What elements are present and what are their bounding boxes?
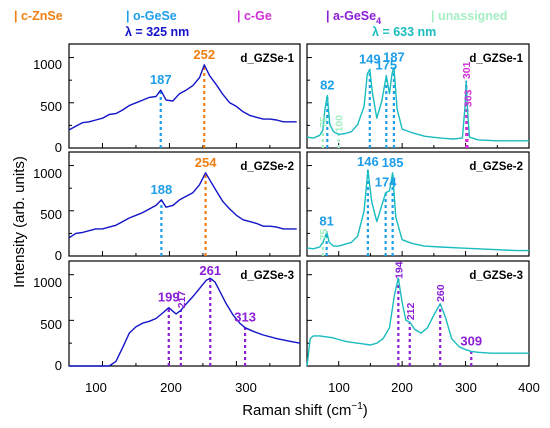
sample-label: d_GZSe-1 (240, 53, 294, 65)
y-tick-label-p3-500: 500 (40, 317, 62, 332)
x-tick-label-right-300: 300 (455, 380, 477, 395)
peak-label-81: 81 (319, 214, 333, 229)
spectrum-line-d_GZSe-3 (306, 277, 529, 367)
peak-label-174: 174 (375, 175, 397, 190)
plot-frame (306, 151, 530, 257)
peak-label-261: 261 (199, 263, 221, 278)
spectrum-line-d_GZSe-2 (68, 172, 297, 239)
legend: | c-ZnSe | o-GeSe | c-Ge | a-GeSe4 | una… (14, 9, 507, 39)
y-axis-title: Intensity (arb. units) (11, 156, 28, 288)
peak-label-303: 303 (462, 89, 474, 107)
panel-left-2: d_GZSe-2 188 254 (68, 151, 301, 257)
spectrum-line-d_GZSe-1 (68, 64, 297, 131)
legend-item-c-znse: | c-ZnSe (14, 9, 63, 23)
peak-label-187: 187 (150, 72, 172, 87)
peak-label-252: 252 (193, 47, 215, 62)
peak-label-75: 75 (318, 116, 330, 128)
sample-label: d_GZSe-2 (240, 161, 294, 173)
peak-label-260: 260 (435, 284, 447, 302)
panel-left-1: d_GZSe-1 187 252 (68, 43, 301, 149)
spectrum-line-d_GZSe-1 (306, 66, 529, 142)
x-tick-label-left-300: 300 (235, 380, 257, 395)
y-tick-label-p1-1000: 1000 (33, 57, 62, 72)
peak-label-217: 217 (176, 291, 188, 309)
sample-label: d_GZSe-1 (469, 53, 523, 65)
peak-label-313: 313 (234, 310, 256, 325)
peak-label-254: 254 (195, 155, 217, 170)
x-tick-label-right-400: 400 (518, 380, 540, 395)
y-tick-labels: 0 500 1000 0 500 1000 0 500 1000 (33, 57, 62, 373)
legend-item-a-gese4: | a-GeSe4 (326, 9, 381, 26)
y-tick-label-p1-500: 500 (40, 99, 62, 114)
peak-label-82: 82 (320, 78, 334, 93)
peak-label-212: 212 (405, 302, 417, 320)
x-axis-title: Raman shift (cm−1) (242, 401, 368, 419)
peak-label-194: 194 (393, 261, 405, 279)
peak-label-100: 100 (334, 115, 346, 133)
y-tick-label-p1-0: 0 (55, 140, 62, 155)
plot-frame (68, 151, 301, 257)
plot-frame (68, 260, 301, 367)
y-tick-label-p2-500: 500 (40, 207, 62, 222)
y-tick-label-p3-1000: 1000 (33, 275, 62, 290)
y-tick-label-p2-1000: 1000 (33, 166, 62, 181)
x-tick-labels: 100 200 300 100 200 300 400 (85, 380, 540, 395)
sample-label: d_GZSe-3 (469, 270, 523, 282)
peak-label-199: 199 (158, 290, 180, 305)
spectrum-line-d_GZSe-3 (69, 277, 301, 367)
y-tick-label-p3-0: 0 (55, 358, 62, 373)
legend-item-o-gese: | o-GeSe (126, 9, 177, 23)
x-tick-label-right-100: 100 (328, 380, 350, 395)
peak-label-146: 146 (357, 154, 379, 169)
peak-label-149: 149 (359, 51, 381, 66)
peak-label-187: 187 (383, 50, 405, 65)
peak-label-301: 301 (461, 61, 473, 79)
peak-label-188: 188 (151, 182, 173, 197)
panel-right-3: d_GZSe-3 194 212 260 309 (306, 260, 530, 367)
peak-label-75: 75 (318, 229, 330, 241)
sample-label: d_GZSe-3 (240, 270, 294, 282)
plot-frame (68, 43, 301, 149)
plot-frame (306, 43, 530, 149)
legend-item-unassigned: | unassigned (431, 9, 507, 23)
x-tick-label-left-200: 200 (160, 380, 182, 395)
sample-label: d_GZSe-2 (469, 161, 523, 173)
spectrum-line-d_GZSe-2 (306, 169, 529, 252)
legend-item-c-ge: | c-Ge (237, 9, 272, 23)
x-tick-label-right-200: 200 (391, 380, 413, 395)
peak-label-185: 185 (382, 155, 404, 170)
x-tick-label-left-100: 100 (85, 380, 107, 395)
y-tick-label-p2-0: 0 (55, 248, 62, 263)
peak-label-309: 309 (460, 333, 482, 348)
lambda-left-label: λ = 325 nm (125, 25, 189, 39)
plot-frame (306, 260, 530, 367)
lambda-right-label: λ = 633 nm (372, 25, 436, 39)
peak-label-175: 175 (375, 58, 397, 73)
